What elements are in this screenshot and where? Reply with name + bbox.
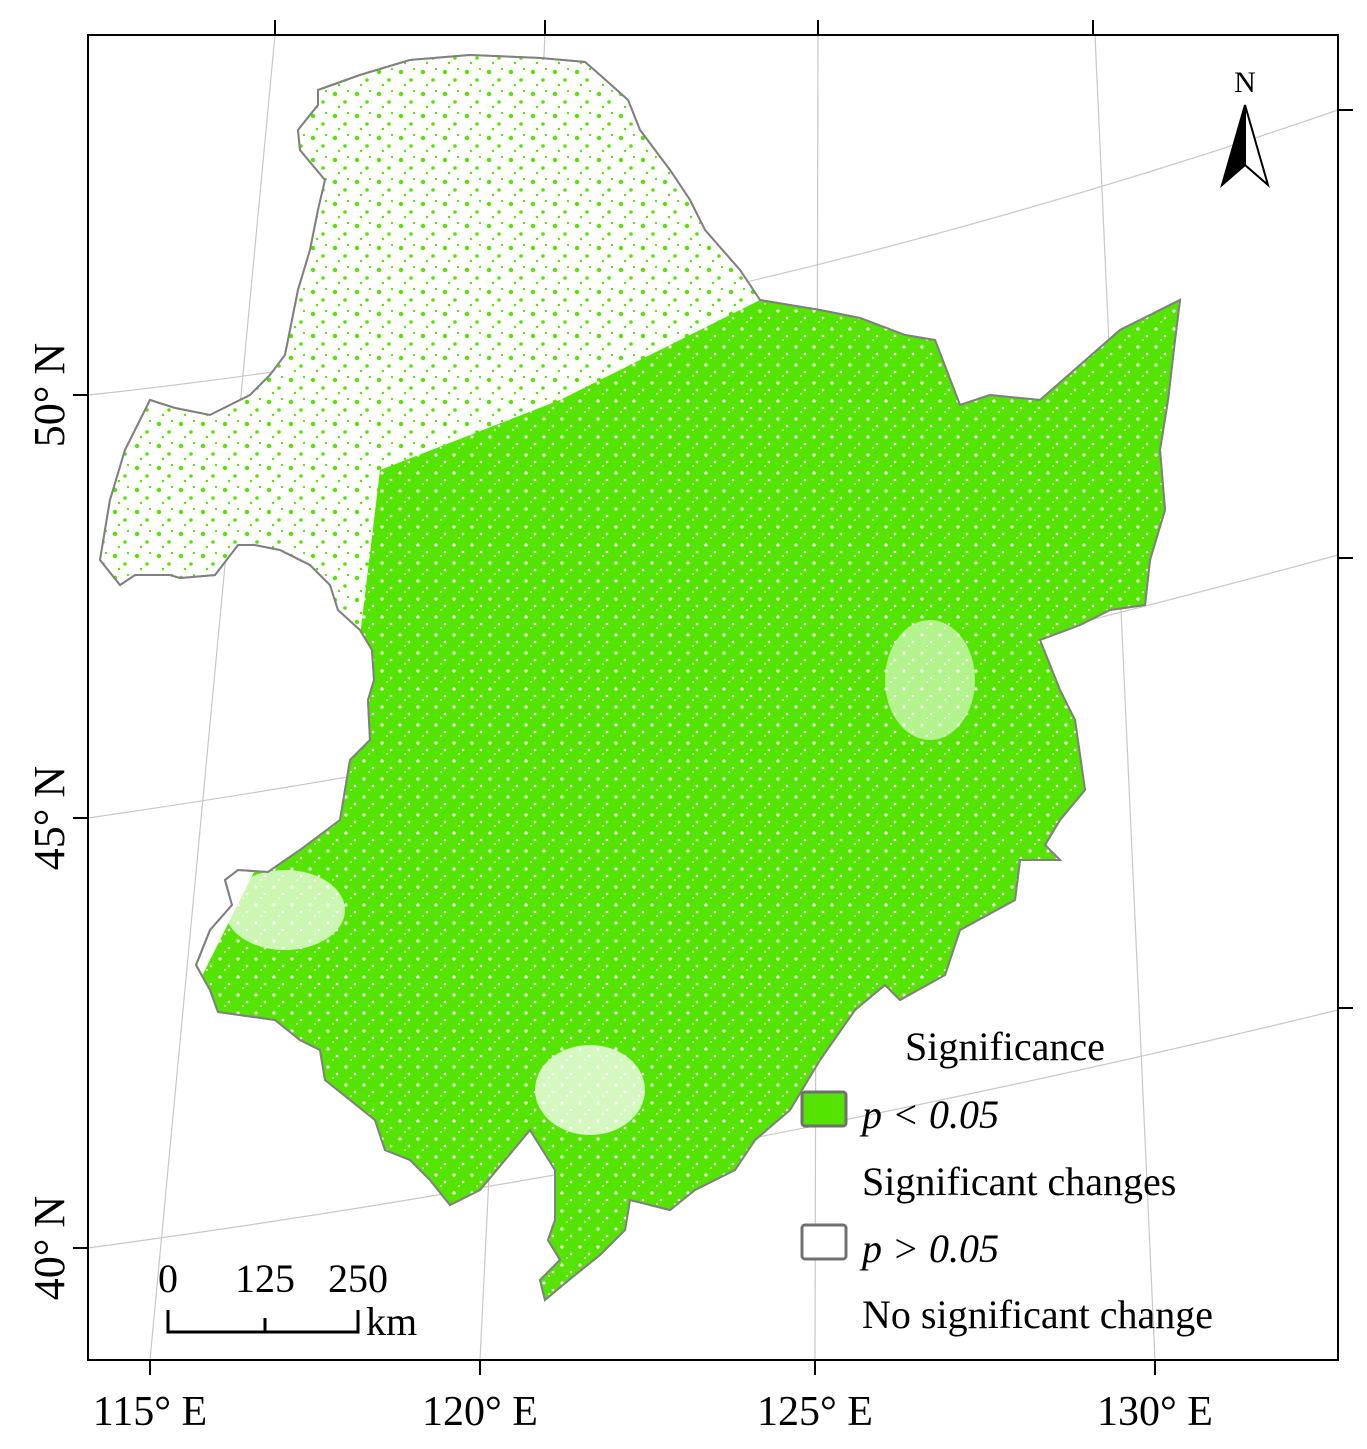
legend-swatch-not-significant bbox=[800, 1223, 848, 1261]
lon-label-115e: 115° E bbox=[93, 1389, 207, 1435]
white-patch-3 bbox=[885, 620, 975, 740]
lat-label-40n: 40° N bbox=[25, 1196, 74, 1300]
scale-bar: 0 125 250 km bbox=[158, 1256, 417, 1344]
lon-label-130e: 130° E bbox=[1097, 1389, 1213, 1435]
lat-label-50n: 50° N bbox=[25, 343, 74, 447]
legend: Significance p < 0.05 Significant change… bbox=[800, 1024, 1213, 1337]
meridian-115e bbox=[149, 35, 276, 1360]
white-patch-1 bbox=[535, 1045, 645, 1135]
legend-label-significant: p < 0.05 bbox=[859, 1092, 999, 1137]
legend-desc-not-significant: No significant change bbox=[862, 1292, 1213, 1337]
legend-title: Significance bbox=[905, 1024, 1105, 1069]
north-arrow-icon bbox=[1244, 104, 1270, 188]
north-arrow-label: N bbox=[1234, 66, 1256, 99]
legend-desc-significant: Significant changes bbox=[862, 1159, 1176, 1204]
scale-tick-125: 125 bbox=[235, 1256, 295, 1301]
north-arrow: N bbox=[1220, 66, 1270, 188]
meridian-130e bbox=[1094, 35, 1156, 1360]
scale-tick-250: 250 bbox=[328, 1256, 388, 1301]
scale-tick-0: 0 bbox=[158, 1256, 178, 1301]
white-patch-2 bbox=[225, 870, 345, 950]
lon-label-120e: 120° E bbox=[422, 1389, 538, 1435]
scale-unit: km bbox=[366, 1299, 417, 1344]
scale-bar-line bbox=[166, 1310, 360, 1334]
map-frame bbox=[87, 34, 1339, 1361]
frame-ticks bbox=[73, 20, 1353, 1375]
lon-label-125e: 125° E bbox=[757, 1389, 873, 1435]
legend-label-not-significant: p > 0.05 bbox=[859, 1226, 999, 1271]
lat-label-45n: 45° N bbox=[25, 766, 74, 870]
legend-swatch-significant bbox=[800, 1090, 848, 1128]
